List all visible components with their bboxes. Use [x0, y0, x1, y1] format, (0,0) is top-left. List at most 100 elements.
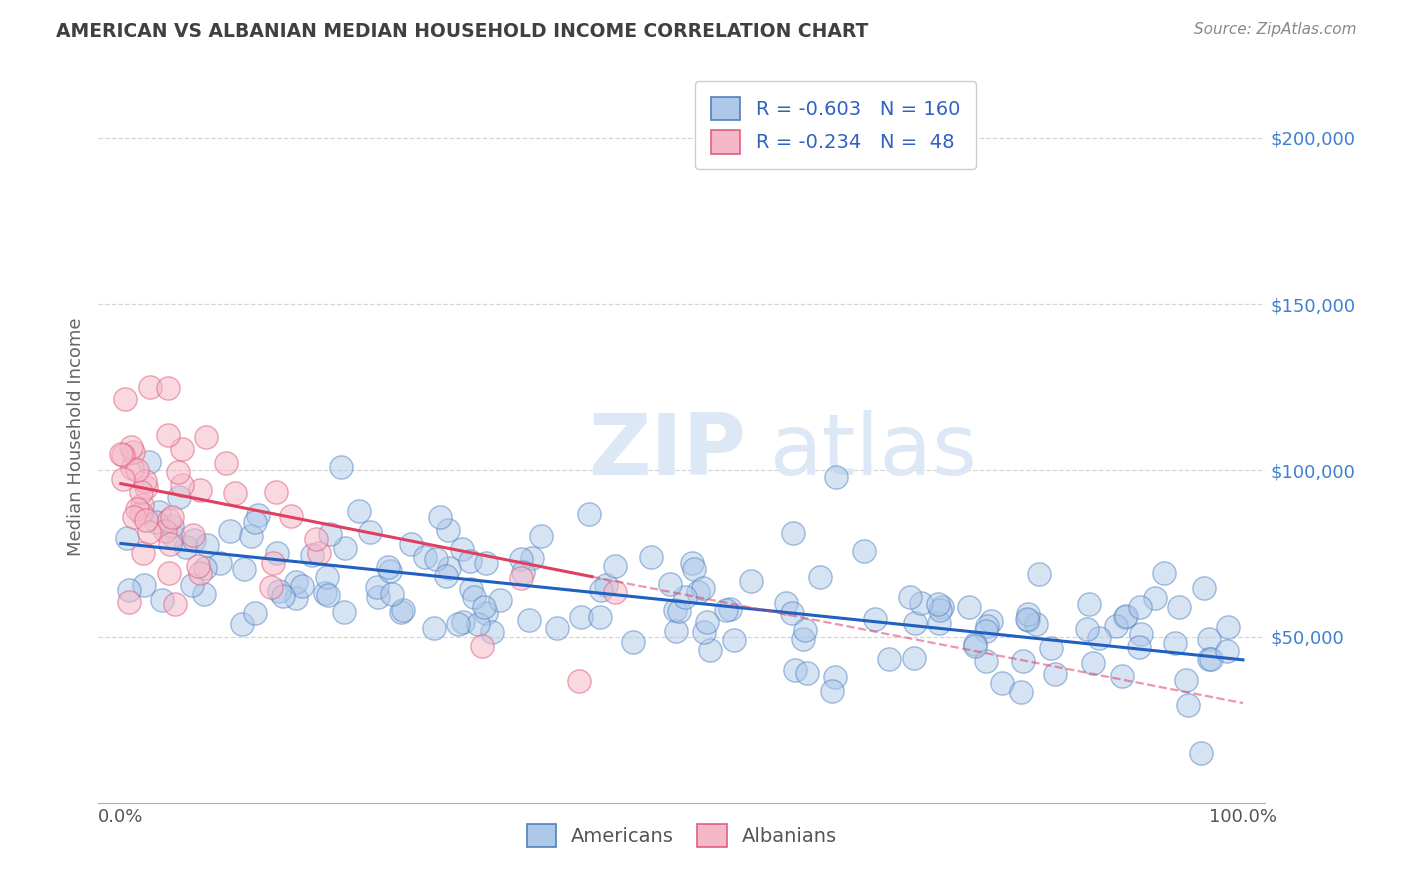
Point	[110, 447, 132, 461]
Point	[129, 506, 152, 520]
Point	[219, 524, 242, 538]
Point	[165, 597, 187, 611]
Point	[1130, 627, 1153, 641]
Point	[437, 561, 460, 575]
Point	[472, 599, 495, 614]
Point	[974, 655, 997, 669]
Point	[399, 536, 422, 550]
Point	[125, 463, 148, 477]
Point	[1017, 613, 1039, 627]
Point	[280, 508, 302, 523]
Point	[546, 621, 568, 635]
Point	[425, 552, 447, 566]
Point	[1105, 619, 1128, 633]
Point	[723, 632, 745, 647]
Point	[659, 576, 682, 591]
Point	[1144, 591, 1167, 605]
Point	[273, 589, 295, 603]
Point	[957, 599, 980, 614]
Point	[301, 548, 323, 562]
Point	[308, 546, 330, 560]
Point	[157, 566, 180, 580]
Point	[1111, 669, 1133, 683]
Point	[718, 602, 741, 616]
Point	[1115, 609, 1137, 624]
Point	[589, 583, 612, 598]
Point	[1198, 652, 1220, 666]
Point	[305, 532, 328, 546]
Point	[927, 597, 949, 611]
Point	[377, 560, 399, 574]
Point	[160, 519, 183, 533]
Text: ZIP: ZIP	[589, 410, 747, 493]
Point	[121, 461, 143, 475]
Point	[111, 472, 134, 486]
Point	[264, 485, 287, 500]
Point	[1114, 610, 1136, 624]
Point	[167, 490, 190, 504]
Point	[114, 392, 136, 406]
Point	[510, 571, 533, 585]
Point	[131, 485, 153, 500]
Point	[578, 508, 600, 522]
Point	[291, 579, 314, 593]
Point	[181, 578, 204, 592]
Point	[157, 513, 180, 527]
Point	[824, 669, 846, 683]
Point	[1087, 631, 1109, 645]
Point	[965, 639, 987, 653]
Point	[1177, 698, 1199, 713]
Point	[782, 526, 804, 541]
Point	[138, 524, 160, 539]
Point	[434, 568, 457, 582]
Point	[470, 639, 492, 653]
Point	[148, 505, 170, 519]
Point	[714, 603, 737, 617]
Point	[1129, 599, 1152, 614]
Point	[122, 445, 145, 459]
Point	[683, 562, 706, 576]
Point	[347, 504, 370, 518]
Point	[209, 557, 232, 571]
Point	[1189, 746, 1212, 760]
Point	[1076, 622, 1098, 636]
Point	[974, 624, 997, 639]
Point	[692, 581, 714, 595]
Point	[429, 510, 451, 524]
Point	[134, 474, 156, 488]
Point	[245, 606, 267, 620]
Point	[1078, 597, 1101, 611]
Point	[138, 455, 160, 469]
Point	[603, 584, 626, 599]
Point	[640, 549, 662, 564]
Point	[187, 558, 209, 573]
Point	[1039, 641, 1062, 656]
Point	[188, 483, 211, 497]
Point	[792, 632, 814, 646]
Point	[460, 582, 482, 596]
Point	[1164, 635, 1187, 649]
Text: AMERICAN VS ALBANIAN MEDIAN HOUSEHOLD INCOME CORRELATION CHART: AMERICAN VS ALBANIAN MEDIAN HOUSEHOLD IN…	[56, 22, 869, 41]
Point	[569, 610, 592, 624]
Point	[359, 524, 381, 539]
Point	[224, 486, 246, 500]
Point	[260, 581, 283, 595]
Point	[825, 469, 848, 483]
Point	[193, 587, 215, 601]
Point	[991, 676, 1014, 690]
Point	[316, 588, 339, 602]
Point	[153, 524, 176, 538]
Point	[1218, 620, 1240, 634]
Point	[1017, 607, 1039, 622]
Point	[1025, 617, 1047, 632]
Point	[696, 615, 718, 629]
Point	[156, 381, 179, 395]
Point	[381, 586, 404, 600]
Point	[621, 634, 644, 648]
Point	[319, 527, 342, 541]
Point	[266, 546, 288, 560]
Point	[451, 615, 474, 630]
Point	[243, 516, 266, 530]
Point	[595, 578, 617, 592]
Point	[132, 545, 155, 559]
